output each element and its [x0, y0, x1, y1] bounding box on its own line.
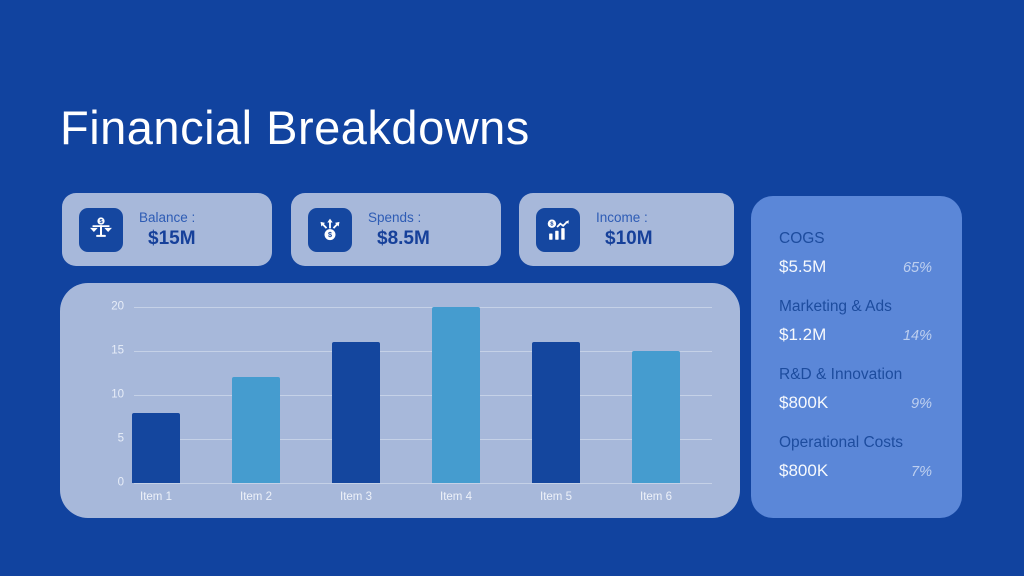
breakdown-label: Marketing & Ads — [779, 298, 892, 315]
stat-card-spends: $ Spends : $8.5M — [291, 193, 501, 266]
balance-scale-icon: $ — [79, 207, 123, 252]
x-tick-label-1: Item 1 — [140, 491, 172, 503]
page-title: Financial Breakdowns — [60, 101, 530, 154]
x-tick-label-4: Item 4 — [440, 491, 472, 503]
gridline-15 — [134, 351, 712, 352]
y-tick-label-20: 20 — [111, 300, 124, 313]
breakdown-value: $800K — [779, 393, 829, 412]
y-tick-label-5: 5 — [117, 432, 124, 445]
gridline-0 — [134, 483, 712, 484]
breakdown-value: $800K — [779, 461, 829, 480]
stat-text: Income : $10M — [596, 210, 653, 250]
stat-card-income: $ Income : $10M — [519, 193, 734, 266]
breakdown-percent: 14% — [902, 328, 932, 344]
y-tick-label-0: 0 — [117, 476, 124, 489]
bar-item-1 — [132, 412, 180, 483]
x-tick-label-6: Item 6 — [640, 491, 672, 503]
bar-item-5 — [532, 342, 580, 483]
stat-label: Balance : — [139, 209, 196, 225]
y-tick-label-15: 15 — [111, 344, 124, 357]
breakdown-item-marketing: Marketing & Ads $1.2M 14% — [779, 298, 932, 345]
stat-value: $10M — [605, 227, 653, 249]
x-tick-label-2: Item 2 — [240, 491, 272, 503]
bar-item-2 — [232, 377, 280, 483]
stat-value: $8.5M — [377, 227, 430, 249]
spend-arrows-icon: $ — [308, 207, 352, 252]
breakdown-row: $800K 7% — [779, 461, 932, 481]
breakdown-row: $5.5M 65% — [779, 257, 932, 277]
breakdown-percent: 65% — [902, 260, 932, 276]
svg-text:$: $ — [328, 230, 332, 239]
breakdown-percent: 7% — [911, 464, 932, 480]
stat-text: Spends : $8.5M — [368, 210, 430, 250]
x-tick-label-5: Item 5 — [540, 491, 572, 503]
chart-plot: 0 5 10 15 20 Item 1 Item 2 Item 3 Item 4 Item 5 It… — [111, 300, 712, 503]
breakdown-label: Operational Costs — [779, 434, 904, 451]
x-tick-label-3: Item 3 — [340, 491, 372, 503]
breakdown-percent: 9% — [911, 396, 932, 412]
stat-card-balance: $ Balance : $15M — [62, 193, 272, 266]
stat-label: Spends : — [368, 209, 422, 225]
gridline-20 — [134, 307, 712, 308]
breakdown-item-rnd: R&D & Innovation $800K 9% — [779, 366, 932, 413]
y-tick-label-10: 10 — [111, 388, 124, 401]
cost-breakdown-panel: COGS $5.5M 65% Marketing & Ads $1.2M 14%… — [751, 196, 962, 518]
svg-text:$: $ — [99, 218, 103, 224]
stat-label: Income : — [596, 209, 648, 225]
gridline-5 — [134, 439, 712, 440]
breakdown-value: $5.5M — [779, 257, 827, 276]
stat-value: $15M — [148, 227, 196, 249]
bar-chart-card: 0 5 10 15 20 Item 1 Item 2 Item 3 Item 4 Item 5 It… — [60, 283, 740, 518]
breakdown-label: COGS — [779, 230, 825, 247]
breakdown-value: $1.2M — [779, 325, 827, 344]
bar-item-4 — [432, 307, 480, 483]
breakdown-label: R&D & Innovation — [779, 366, 903, 383]
bar-item-3 — [332, 342, 380, 483]
breakdown-row: $800K 9% — [779, 393, 932, 413]
breakdown-item-cogs: COGS $5.5M 65% — [779, 230, 932, 277]
svg-text:$: $ — [550, 221, 554, 227]
stat-text: Balance : $15M — [139, 210, 196, 250]
breakdown-row: $1.2M 14% — [779, 325, 932, 345]
breakdown-item-operational: Operational Costs $800K 7% — [779, 434, 932, 481]
income-chart-icon: $ — [536, 207, 580, 252]
bar-item-6 — [632, 351, 680, 483]
gridline-10 — [134, 395, 712, 396]
